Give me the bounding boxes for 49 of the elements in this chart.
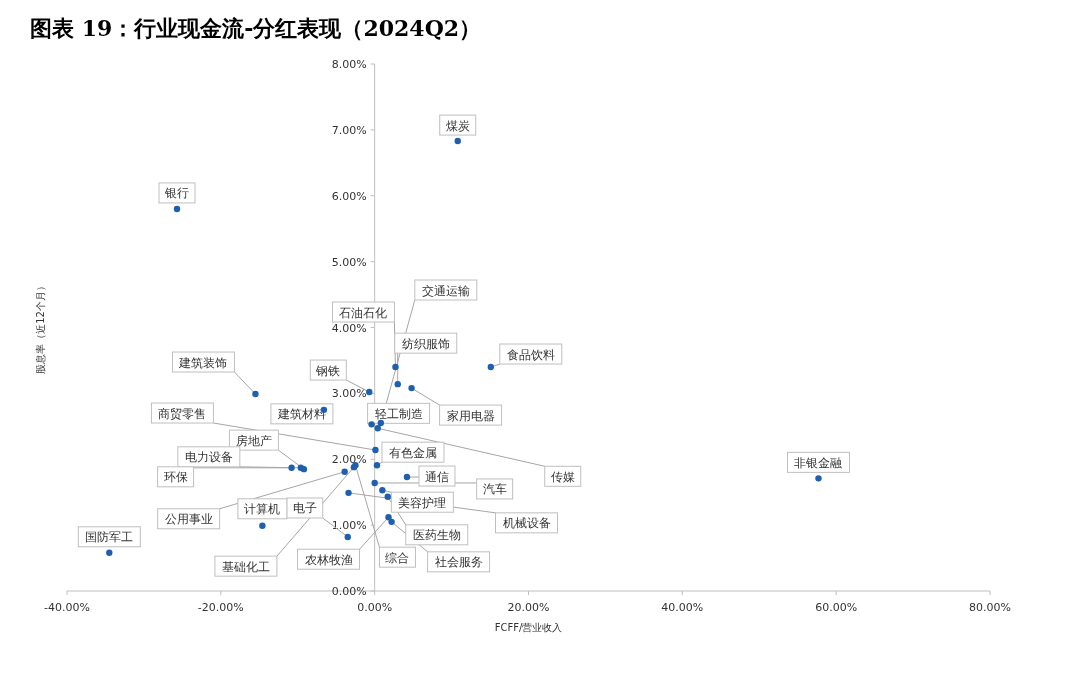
- annotation: 石油石化: [339, 305, 388, 320]
- x-tick-label: -40.00%: [44, 601, 90, 614]
- y-tick-label: 0.00%: [331, 585, 367, 598]
- chart-title: 图表 19：行业现金流-分红表现（2024Q2）: [30, 15, 482, 41]
- y-tick-label: 1.00%: [331, 519, 367, 533]
- annotation: 家用电器: [446, 408, 495, 423]
- y-tick-label: 7.00%: [331, 123, 367, 137]
- y-tick-label: 8.00%: [331, 58, 367, 71]
- annotation: 食品饮料: [506, 347, 555, 362]
- annotation: 汽车: [482, 482, 507, 497]
- annotation: 环保: [163, 470, 188, 485]
- annotation: 建筑装饰: [178, 355, 228, 370]
- annotation: 农林牧渔: [304, 552, 353, 567]
- x-tick-label: 60.00%: [815, 601, 858, 614]
- annotation: 房地产: [235, 433, 272, 448]
- annotation: 轻工制造: [374, 406, 423, 421]
- y-axis-title: 股息率（近12个月）: [35, 281, 46, 374]
- y-tick-label: 6.00%: [331, 189, 367, 203]
- annotation: 钢铁: [315, 363, 341, 378]
- x-tick-label: 80.00%: [969, 601, 1011, 614]
- annotation: 银行: [163, 186, 189, 201]
- annotation: 纺织服饰: [401, 336, 450, 351]
- annotation: 电子: [292, 501, 317, 516]
- x-tick-label: -20.00%: [197, 601, 244, 614]
- annotation: 有色金属: [388, 445, 437, 460]
- annotation: 交通运输: [421, 283, 470, 298]
- annotation: 公用事业: [164, 512, 213, 527]
- annotation: 机械设备: [502, 516, 551, 531]
- annotation: 医药生物: [412, 528, 461, 543]
- x-axis-title: FCFF/营业收入: [494, 622, 563, 633]
- annotation: 国防军工: [85, 530, 134, 545]
- y-tick-label: 2.00%: [331, 453, 367, 467]
- annotation: 传媒: [550, 469, 575, 484]
- x-tick-label: 0.00%: [357, 601, 393, 614]
- y-tick-label: 4.00%: [331, 321, 367, 335]
- annotation: 煤炭: [445, 118, 470, 133]
- annotation: 通信: [424, 469, 449, 484]
- x-tick-label: 40.00%: [661, 601, 704, 614]
- annotation: 非银金融: [794, 455, 843, 470]
- annotation: 计算机: [244, 502, 281, 517]
- y-tick-label: 3.00%: [331, 387, 367, 401]
- annotation: 基础化工: [221, 559, 270, 574]
- annotation: 美容护理: [398, 495, 447, 510]
- annotation: 综合: [385, 550, 410, 565]
- annotation: 商贸零售: [158, 406, 207, 421]
- x-tick-label: 20.00%: [507, 601, 550, 614]
- annotation: 社会服务: [434, 555, 483, 570]
- y-tick-label: 5.00%: [331, 255, 367, 269]
- annotation: 电力设备: [184, 450, 233, 465]
